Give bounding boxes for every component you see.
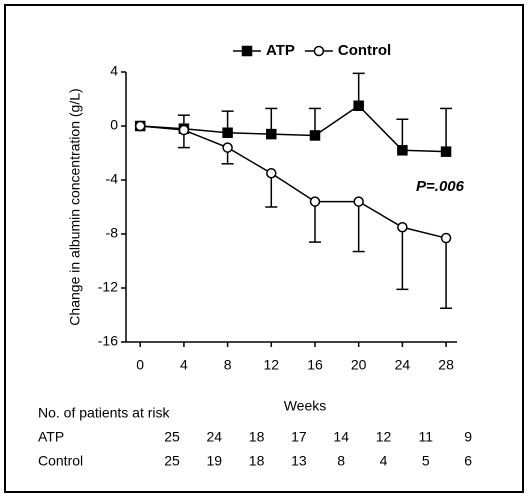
risk-value: 18 <box>249 429 265 445</box>
x-tick-label: 16 <box>307 357 323 373</box>
data-point <box>397 222 408 233</box>
data-point <box>309 196 321 207</box>
legend-label: ATP <box>266 42 295 59</box>
y-tick-label: -8 <box>106 225 119 241</box>
data-point <box>222 142 233 153</box>
risk-value: 13 <box>291 453 307 469</box>
data-point <box>440 146 452 157</box>
risk-row-label: Control <box>38 453 83 469</box>
data-point <box>134 120 146 132</box>
risk-value: 18 <box>249 453 265 469</box>
risk-row-label: ATP <box>38 429 64 445</box>
legend-label: Control <box>338 42 391 59</box>
risk-value: 14 <box>333 429 349 445</box>
x-tick-label: 28 <box>438 357 454 373</box>
annotation: P=.006 <box>416 178 465 195</box>
data-point <box>266 168 277 179</box>
risk-value: 19 <box>207 453 223 469</box>
legend-marker <box>313 45 325 57</box>
data-point <box>353 196 364 207</box>
x-tick-label: 20 <box>351 357 367 373</box>
risk-table-title: No. of patients at risk <box>38 405 171 421</box>
data-point <box>353 100 364 111</box>
data-point <box>309 130 321 141</box>
x-tick-label: 8 <box>224 357 232 373</box>
risk-value: 25 <box>164 429 180 445</box>
y-axis-label: Change in albumin concentration (g/L) <box>67 88 83 325</box>
risk-value: 8 <box>337 453 345 469</box>
risk-value: 24 <box>207 429 223 445</box>
data-point <box>440 232 452 244</box>
risk-value: 17 <box>291 429 307 445</box>
x-axis-label: Weeks <box>284 398 327 414</box>
risk-value: 11 <box>419 429 434 445</box>
risk-value: 6 <box>464 453 472 469</box>
y-tick-label: -4 <box>106 171 119 187</box>
x-tick-label: 24 <box>395 357 411 373</box>
risk-value: 12 <box>376 429 392 445</box>
y-tick-label: -12 <box>98 279 118 295</box>
data-point <box>266 128 277 140</box>
risk-value: 9 <box>464 429 472 445</box>
risk-value: 5 <box>422 453 430 469</box>
y-tick-label: 4 <box>110 63 118 79</box>
x-tick-label: 12 <box>264 357 280 373</box>
y-tick-label: 0 <box>110 117 118 133</box>
frame <box>4 4 524 493</box>
data-point <box>178 124 190 136</box>
y-tick-label: -16 <box>98 333 118 349</box>
series-line <box>140 104 447 153</box>
series-line <box>140 125 447 239</box>
data-point <box>397 145 408 156</box>
x-tick-label: 0 <box>136 357 144 373</box>
legend-marker <box>241 45 253 57</box>
x-tick-label: 4 <box>180 357 188 373</box>
data-point <box>222 127 233 138</box>
risk-value: 4 <box>380 453 388 469</box>
risk-value: 25 <box>164 453 180 469</box>
